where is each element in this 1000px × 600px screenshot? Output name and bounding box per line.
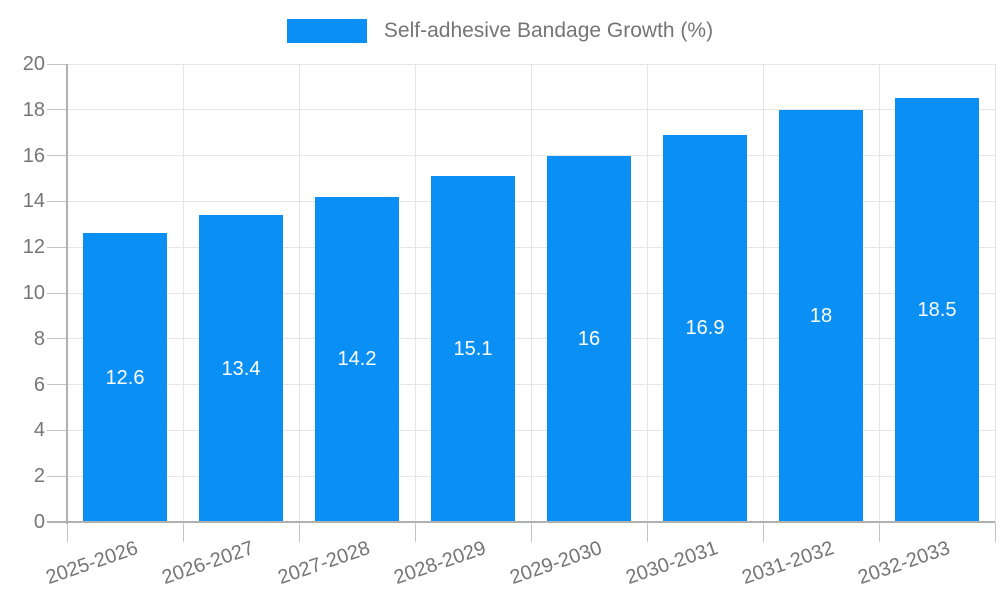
y-tick [47, 200, 67, 202]
x-tick [298, 522, 300, 542]
x-gridline [762, 64, 764, 522]
y-tick [47, 155, 67, 157]
x-gridline [646, 64, 648, 522]
x-gridline [414, 64, 416, 522]
y-tick-label: 14 [22, 190, 45, 213]
bar[interactable] [431, 176, 515, 522]
y-tick [47, 63, 67, 65]
y-tick [47, 109, 67, 111]
x-tick [994, 522, 996, 542]
y-tick-label: 16 [22, 144, 45, 167]
y-tick-label: 10 [22, 282, 45, 304]
y-tick-label: 6 [33, 373, 45, 396]
x-tick-label: 2026-2027 [159, 537, 258, 589]
y-tick-label: 8 [33, 327, 45, 350]
x-tick [414, 522, 416, 542]
x-axis-line [47, 521, 995, 523]
y-tick-label: 20 [22, 53, 45, 75]
y-tick [47, 429, 67, 431]
x-tick [66, 522, 68, 542]
x-tick [530, 522, 532, 542]
x-gridline [878, 64, 880, 522]
x-tick-label: 2028-2029 [391, 537, 490, 589]
x-tick-label: 2030-2031 [623, 537, 722, 589]
legend-label: Self-adhesive Bandage Growth (%) [383, 19, 714, 42]
y-tick [47, 246, 67, 248]
x-gridline [530, 64, 532, 522]
x-gridline [994, 64, 996, 522]
y-tick-label: 4 [33, 419, 45, 442]
y-tick [47, 338, 67, 340]
bar[interactable] [199, 215, 283, 522]
legend-swatch [286, 19, 367, 43]
x-tick [646, 522, 648, 542]
y-tick-label: 2 [33, 465, 45, 488]
y-tick-label: 18 [22, 98, 45, 121]
x-gridline [182, 64, 184, 522]
bar[interactable] [663, 134, 747, 522]
x-tick-label: 2029-2030 [507, 537, 606, 589]
legend[interactable]: Self-adhesive Bandage Growth (%) [0, 17, 1000, 45]
bar[interactable] [315, 196, 399, 522]
y-tick [47, 384, 67, 386]
x-tick [182, 522, 184, 542]
x-tick-label: 2031-2032 [739, 537, 838, 589]
y-tick-label: 0 [33, 511, 45, 533]
y-tick [47, 292, 67, 294]
bar[interactable] [779, 109, 863, 522]
bar[interactable] [83, 233, 167, 522]
bar[interactable] [547, 155, 631, 522]
bar[interactable] [895, 98, 979, 522]
x-tick-label: 2027-2028 [275, 537, 374, 589]
y-tick [47, 475, 67, 477]
x-gridline [298, 64, 300, 522]
y-tick-label: 12 [22, 236, 45, 259]
x-tick [878, 522, 880, 542]
x-tick [762, 522, 764, 542]
y-axis-line [66, 64, 68, 524]
x-tick-label: 2025-2026 [43, 537, 142, 589]
x-tick-label: 2032-2033 [855, 537, 954, 589]
